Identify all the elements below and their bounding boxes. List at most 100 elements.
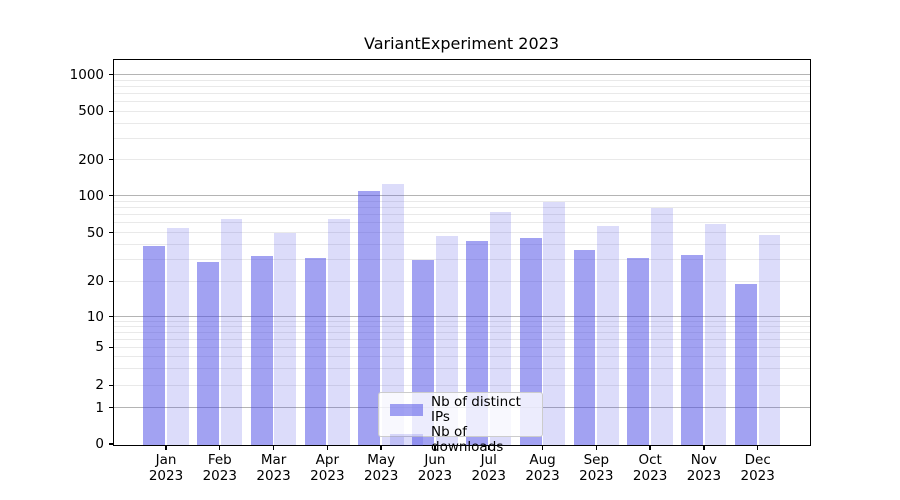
gridline-500 [114,110,810,112]
x-tick-aug [541,446,544,450]
x-tick-jul [488,446,490,450]
gridline-20 [114,280,810,282]
y-tick-0 [109,443,113,445]
bar-distinct-ips-mar [250,256,273,445]
y-tick-label-50: 50 [86,224,104,241]
y-tick-200 [109,159,113,161]
x-tick-may [380,446,382,450]
legend-item-downloads: Nb of downloads [390,425,534,455]
chart-title: VariantExperiment 2023 [364,34,559,53]
x-tick-label-mar: Mar 2023 [256,452,291,484]
gridline-50 [114,232,810,234]
gridline-200 [114,159,810,161]
bar-distinct-ips-feb [197,261,219,445]
bar-distinct-ips-apr [304,258,327,445]
x-tick-label-jul: Jul 2023 [471,452,506,484]
x-tick-label-jan: Jan 2023 [148,452,184,484]
gridline-2 [114,384,810,386]
bar-distinct-ips-oct [627,258,650,445]
y-tick-10 [109,316,113,318]
gridline-4 [114,356,810,358]
bar-distinct-ips-may [358,191,381,445]
x-tick-label-sep: Sep 2023 [579,452,614,484]
bar-distinct-ips-jan [143,245,165,445]
y-tick-label-100: 100 [78,187,104,204]
bar-downloads-dec [758,234,781,445]
bar-downloads-apr [328,218,350,445]
gridline-400 [114,122,810,124]
y-tick-label-200: 200 [78,151,104,168]
y-tick-1000 [109,73,113,76]
gridline-80 [114,207,810,209]
gridline-300 [114,137,810,139]
bar-downloads-jul [489,211,512,445]
bar-distinct-ips-sep [573,250,596,445]
gridline-90 [114,200,810,202]
x-tick-label-may: May 2023 [363,452,399,484]
x-tick-label-jun: Jun 2023 [417,452,453,484]
bar-downloads-jan [166,227,189,445]
x-tick-label-feb: Feb 2023 [202,452,237,484]
x-tick-nov [703,446,705,450]
legend-swatch-downloads [390,434,423,446]
y-tick-500 [109,110,113,112]
x-tick-label-apr: Apr 2023 [310,452,345,484]
gridline-70 [114,214,810,216]
bar-distinct-ips-nov [681,254,703,445]
bar-downloads-oct [651,207,673,445]
gridline-6 [114,338,810,340]
bar-downloads-feb [220,218,243,445]
x-tick-dec [756,446,759,450]
legend-label-distinct-ips: Nb of distinct IPs [431,394,521,425]
legend: Nb of distinct IPs Nb of downloads [378,392,543,455]
x-tick-label-aug: Aug 2023 [525,452,560,484]
y-tick-label-5: 5 [95,339,104,356]
y-tick-label-2: 2 [95,377,104,394]
y-tick-5 [109,346,113,348]
gridline-800 [114,85,810,87]
y-tick-label-10: 10 [86,308,104,325]
y-tick-label-1: 1 [95,399,104,416]
legend-label-downloads: Nb of downloads [431,424,504,455]
bar-downloads-nov [704,223,727,445]
x-tick-label-oct: Oct 2023 [632,452,668,484]
gridline-700 [114,92,810,94]
bar-downloads-sep [597,225,619,445]
y-tick-20 [109,280,113,282]
bar-downloads-may [382,183,404,445]
x-tick-mar [272,446,275,450]
y-tick-label-0: 0 [95,436,104,452]
gridline-30 [114,259,810,261]
gridline-5 [114,346,810,348]
gridline-1000 [114,74,810,75]
gridline-3 [114,367,810,369]
x-tick-sep [595,446,597,450]
gridline-10 [114,316,810,318]
gridline-8 [114,326,810,328]
bar-downloads-mar [274,232,297,445]
y-tick-label-1000: 1000 [69,66,104,83]
x-tick-label-dec: Dec 2023 [740,452,775,484]
gridline-600 [114,101,810,103]
gridline-900 [114,79,810,81]
y-tick-label-20: 20 [86,273,104,290]
gridline-7 [114,331,810,333]
y-tick-100 [109,195,113,197]
legend-swatch-distinct-ips [390,404,423,416]
gridline-9 [114,320,810,322]
x-tick-jun [434,446,436,450]
x-tick-apr [326,446,329,450]
y-tick-label-500: 500 [78,103,104,120]
y-tick-1 [109,406,113,409]
y-tick-2 [109,384,113,386]
gridline-60 [114,222,810,224]
x-tick-oct [649,446,651,450]
x-tick-label-nov: Nov 2023 [686,452,722,484]
x-tick-jan [165,446,167,450]
bar-distinct-ips-dec [734,283,757,445]
legend-item-distinct-ips: Nb of distinct IPs [390,395,534,425]
gridline-100 [114,195,810,197]
x-tick-feb [219,446,221,450]
y-tick-50 [109,232,113,234]
